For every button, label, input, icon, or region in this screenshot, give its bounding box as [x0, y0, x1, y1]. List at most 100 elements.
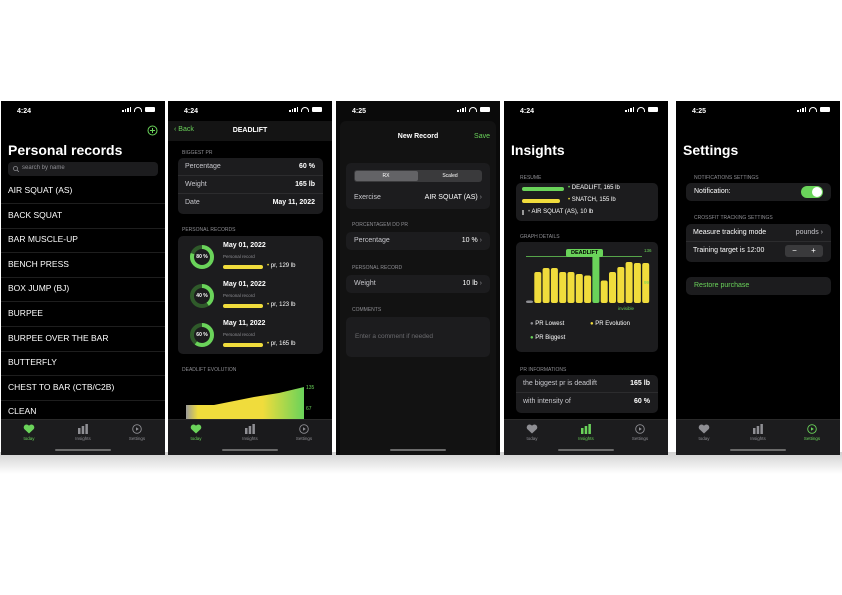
list-divider [1, 301, 165, 303]
save-button[interactable]: Save [474, 133, 490, 140]
record-pr-text: pr, 123 lb [270, 302, 296, 308]
bar-chart-icon [78, 424, 88, 434]
play-circle-icon [807, 424, 817, 434]
record-item[interactable]: 60 % May 11, 2022 Personal record • pr, 165… [178, 318, 323, 354]
tab-label: today [698, 436, 710, 441]
graph-bar [633, 263, 641, 303]
record-bar [223, 304, 263, 308]
notification-label: Notification: [694, 188, 731, 195]
list-divider [1, 326, 165, 327]
list-item[interactable]: BENCH PRESS [8, 258, 69, 269]
resume-text: SNATCH, 155 lb [571, 197, 616, 203]
graph-bar [534, 272, 542, 303]
tab-today[interactable]: today [684, 424, 724, 441]
tab-insights[interactable]: Insights [63, 424, 103, 441]
search-input[interactable]: search by name [8, 162, 158, 176]
weight-row[interactable]: Weight 10 lb › [346, 275, 490, 293]
comment-field[interactable]: Enter a comment if needed [346, 317, 490, 357]
restore-purchase-button[interactable]: Restore purchase [686, 277, 831, 295]
legend-label: PR Evolution [595, 321, 630, 327]
pr-info-row: the biggest pr is deadlift 165 lb [516, 375, 658, 393]
tab-today[interactable]: today [9, 424, 49, 441]
list-item[interactable]: CHEST TO BAR (CTB/C2B) [8, 381, 115, 392]
ring-percent: 80 % [196, 254, 208, 260]
graph-bar [617, 267, 625, 303]
add-record-icon[interactable] [147, 125, 158, 136]
segment-scaled[interactable]: Scaled [442, 173, 458, 179]
list-item[interactable]: BOX JUMP (BJ) [8, 283, 70, 294]
tab-insights[interactable]: Insights [738, 424, 778, 441]
tab-insights[interactable]: Insights [566, 424, 606, 441]
record-subtitle: Personal record [223, 293, 255, 298]
dot-icon: • [267, 341, 270, 347]
graph-bar [567, 272, 575, 303]
section-header: PERSONAL RECORD [352, 265, 403, 271]
wifi-icon [134, 107, 142, 112]
list-item[interactable]: BACK SQUAT [8, 209, 63, 220]
floor-shadow [0, 452, 842, 474]
tab-insights[interactable]: Insights [230, 424, 270, 441]
exercise-picker[interactable]: AIR SQUAT (AS) › [425, 194, 482, 201]
list-item[interactable]: AIR SQUAT (AS) [8, 185, 73, 195]
signal-icon [122, 107, 131, 112]
stepper-plus[interactable]: + [811, 246, 816, 255]
graph-svg [526, 255, 650, 303]
tab-settings[interactable]: Settings [620, 424, 660, 441]
list-item[interactable]: BUTTERFLY [8, 357, 57, 368]
legend-lowest: ● PR Lowest [530, 321, 564, 327]
list-item[interactable]: BAR MUSCLE-UP [8, 234, 78, 245]
section-header: COMMENTS [352, 307, 382, 313]
weight-value: 10 lb › [463, 280, 482, 287]
mode-row[interactable]: Measure tracking mode pounds › [686, 224, 831, 242]
row-label: the biggest pr is deadlift [523, 380, 597, 387]
percentage-label: Percentage [354, 237, 390, 244]
rx-segmented-control[interactable]: RX Scaled [354, 170, 482, 182]
tab-today[interactable]: today [176, 424, 216, 441]
record-pr-text: pr, 129 lb [270, 263, 296, 269]
list-item[interactable]: BURPEE [8, 308, 43, 318]
tab-settings[interactable]: Settings [792, 424, 832, 441]
heart-icon [698, 424, 710, 434]
tab-label: Settings [295, 436, 313, 441]
evo-min-label: 67 [306, 406, 312, 412]
page-title: Personal records [8, 142, 123, 158]
tab-settings[interactable]: Settings [117, 424, 157, 441]
signal-icon [289, 107, 298, 112]
tab-label: Insights [750, 436, 766, 441]
tab-bar: today Insights Settings [1, 419, 165, 455]
pct-value-text: 10 % [461, 237, 478, 244]
nav-title: DEADLIFT [232, 127, 268, 134]
wifi-icon [637, 107, 645, 112]
list-item[interactable]: CLEAN [8, 406, 37, 417]
heart-icon [23, 424, 35, 434]
home-indicator [55, 449, 111, 451]
tab-label: Settings [128, 436, 146, 441]
tab-today[interactable]: today [512, 424, 552, 441]
heart-icon [526, 424, 538, 434]
wifi-icon [809, 107, 817, 112]
stepper-minus[interactable]: − [792, 246, 797, 255]
list-item[interactable]: BURPEE OVER THE BAR [8, 332, 109, 343]
record-pr: • pr, 165 lb [267, 341, 295, 347]
record-date: May 01, 2022 [223, 242, 266, 249]
row-label: Date [185, 199, 200, 206]
back-button[interactable]: ‹ Back [174, 126, 194, 133]
graph-mid-label: 99 [644, 280, 650, 285]
status-bar: 4:24 [168, 101, 332, 121]
percentage-row[interactable]: Percentage 10 % › [346, 232, 490, 250]
row-value: 60 % [299, 163, 315, 170]
tab-settings[interactable]: Settings [284, 424, 324, 441]
segment-rx[interactable]: RX [382, 173, 390, 179]
list-divider [1, 227, 165, 229]
battery-icon [648, 107, 658, 112]
record-item[interactable]: 80 % May 01, 2022 Personal record • pr, 129… [178, 240, 323, 276]
row-label: Weight [185, 181, 207, 188]
resume-text: DEADLIFT, 165 lb [571, 185, 620, 191]
graph-tag: DEADLIFT [566, 249, 604, 257]
row-label: Measure tracking mode [693, 229, 767, 236]
resume-bar-airsquat [522, 210, 524, 215]
graph-bar [609, 272, 616, 303]
record-item[interactable]: 40 % May 01, 2022 Personal record • pr, 123… [178, 279, 323, 315]
notification-toggle[interactable] [801, 186, 823, 198]
